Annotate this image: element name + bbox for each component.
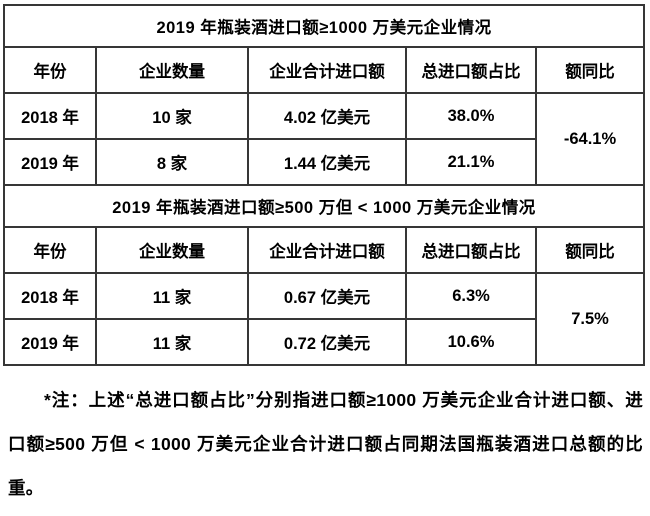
company-count-cell: 8 家 (95, 138, 249, 186)
col-header-import-total: 企业合计进口额 (247, 226, 407, 274)
import-amount-cell: 4.02 亿美元 (247, 92, 407, 140)
col-header-yoy: 额同比 (534, 226, 646, 274)
share-cell: 6.3% (405, 272, 537, 320)
share-cell: 21.1% (405, 138, 537, 186)
footnote-line-1: *注：上述“总进口额占比”分别指进口额≥1000 万美元企业合计进口额、进 (44, 390, 643, 410)
wine-import-table: 2019 年瓶装酒进口额≥1000 万美元企业情况 年份 企业数量 企业合计进口… (2, 4, 646, 366)
col-header-companies: 企业数量 (95, 46, 249, 94)
section-1-title-row: 2019 年瓶装酒进口额≥1000 万美元企业情况 (2, 4, 646, 48)
col-header-companies: 企业数量 (95, 226, 249, 274)
col-header-year: 年份 (3, 46, 97, 94)
section-1-header-row: 年份 企业数量 企业合计进口额 总进口额占比 额同比 (3, 46, 646, 94)
share-cell: 38.0% (405, 92, 537, 140)
section-2-row-2019: 2019 年 11 家 0.72 亿美元 10.6% (3, 318, 644, 366)
year-cell: 2019 年 (3, 138, 97, 186)
import-amount-cell: 1.44 亿美元 (247, 138, 407, 186)
footnote-line-3: 重。 (8, 478, 44, 498)
yoy-cell: 7.5% (534, 272, 646, 366)
section-2-title-row: 2019 年瓶装酒进口额≥500 万但 < 1000 万美元企业情况 (2, 184, 646, 228)
year-cell: 2019 年 (3, 318, 97, 366)
share-cell: 10.6% (405, 318, 537, 366)
section-2-title: 2019 年瓶装酒进口额≥500 万但 < 1000 万美元企业情况 (2, 184, 646, 228)
section-2-header-row: 年份 企业数量 企业合计进口额 总进口额占比 额同比 (3, 226, 646, 274)
footnote: *注：上述“总进口额占比”分别指进口额≥1000 万美元企业合计进口额、进 口额… (8, 378, 643, 510)
section-2-row-2018: 2018 年 11 家 0.67 亿美元 6.3% 7.5% (3, 272, 646, 366)
year-cell: 2018 年 (3, 92, 97, 140)
document-page: 2019 年瓶装酒进口额≥1000 万美元企业情况 年份 企业数量 企业合计进口… (0, 4, 650, 516)
col-header-import-total: 企业合计进口额 (247, 46, 407, 94)
company-count-cell: 11 家 (95, 272, 249, 320)
col-header-yoy: 额同比 (534, 46, 646, 94)
company-count-cell: 10 家 (95, 92, 249, 140)
company-count-cell: 11 家 (95, 318, 249, 366)
section-1-row-2018: 2018 年 10 家 4.02 亿美元 38.0% -64.1% (3, 92, 646, 186)
yoy-cell: -64.1% (534, 92, 646, 186)
col-header-share: 总进口额占比 (405, 46, 537, 94)
import-amount-cell: 0.72 亿美元 (247, 318, 407, 366)
col-header-year: 年份 (3, 226, 97, 274)
section-1-title: 2019 年瓶装酒进口额≥1000 万美元企业情况 (2, 4, 646, 48)
import-amount-cell: 0.67 亿美元 (247, 272, 407, 320)
year-cell: 2018 年 (3, 272, 97, 320)
footnote-line-2: 口额≥500 万但 < 1000 万美元企业合计进口额占同期法国瓶装酒进口总额的… (8, 434, 643, 454)
col-header-share: 总进口额占比 (405, 226, 537, 274)
section-1-row-2019: 2019 年 8 家 1.44 亿美元 21.1% (3, 138, 644, 186)
